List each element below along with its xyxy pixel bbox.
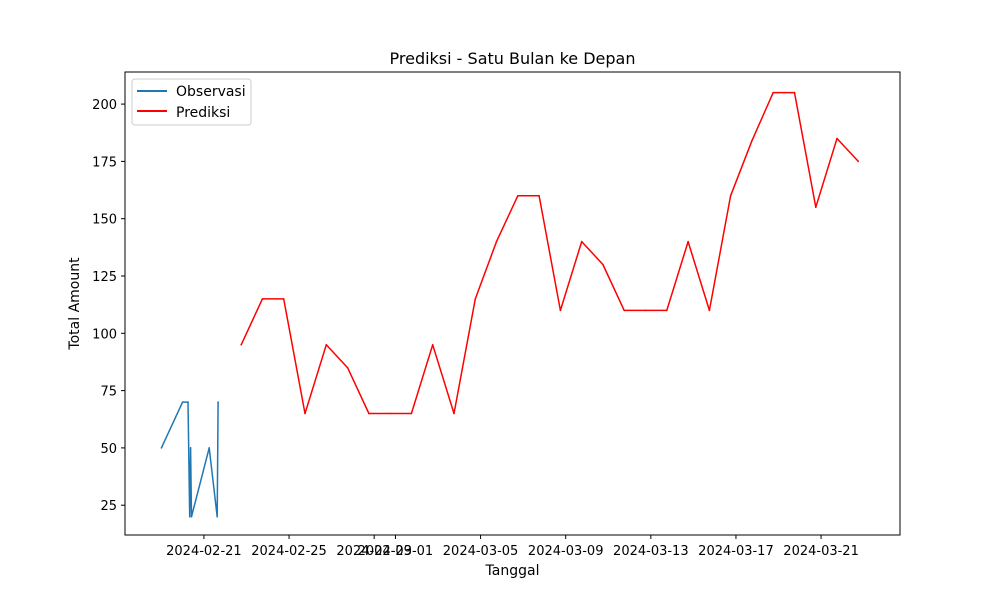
data-point-prediksi-1 — [261, 298, 264, 300]
data-point-observasi-0 — [160, 447, 163, 449]
data-point-prediksi-17 — [602, 263, 604, 266]
data-point-prediksi-27 — [815, 206, 817, 208]
x-tick-label-0: 2024-02-21 — [166, 544, 242, 559]
data-point-prediksi-25 — [772, 91, 774, 94]
y-tick-label-6: 175 — [92, 155, 117, 170]
data-point-observasi-6 — [208, 447, 210, 449]
x-axis: 2024-02-21 2024-02-25 2024-02-292024-03-01… — [166, 535, 859, 559]
data-point-observasi-1 — [181, 401, 184, 403]
data-point-prediksi-22 — [708, 309, 711, 312]
data-point-prediksi-29 — [857, 160, 860, 163]
data-point-prediksi-19 — [644, 309, 647, 312]
y-tick-label-1: 50 — [100, 442, 117, 457]
data-point-prediksi-5 — [346, 366, 349, 369]
data-point-prediksi-28 — [836, 137, 838, 140]
data-point-prediksi-11 — [474, 298, 477, 300]
y-axis-title: Total Amount — [67, 257, 83, 351]
data-point-prediksi-24 — [751, 140, 753, 142]
x-tick-label-7: 2024-03-17 — [698, 544, 774, 559]
data-point-prediksi-26 — [793, 91, 796, 94]
data-point-observasi-8 — [217, 401, 219, 403]
data-point-prediksi-12 — [495, 240, 498, 243]
chart-title: Prediksi - Satu Bulan ke Depan — [390, 49, 636, 68]
data-point-prediksi-6 — [368, 412, 370, 415]
x-tick-label-5: 2024-03-09 — [528, 544, 604, 559]
data-point-prediksi-15 — [559, 309, 562, 312]
data-point-observasi-4 — [189, 447, 192, 449]
y-tick-label-3: 100 — [92, 327, 117, 342]
data-point-prediksi-21 — [687, 240, 689, 243]
legend-label-observasi: Observasi — [176, 84, 246, 100]
y-tick-label-7: 200 — [92, 98, 117, 113]
x-tick-label-1: 2024-02-25 — [251, 544, 327, 559]
data-point-prediksi-8 — [410, 412, 413, 415]
legend-label-prediksi: Prediksi — [176, 105, 230, 121]
x-tick-label-4: 2024-03-05 — [443, 544, 519, 559]
data-point-prediksi-7 — [389, 412, 391, 415]
plot-frame — [124, 71, 901, 536]
data-point-prediksi-16 — [580, 240, 583, 243]
y-tick-label-0: 25 — [100, 499, 117, 514]
y-tick-label-5: 150 — [92, 213, 117, 228]
x-tick-label-3: 2024-03-01 — [358, 544, 434, 559]
legend: Observasi Prediksi — [131, 78, 252, 126]
x-tick-label-8: 2024-03-21 — [783, 544, 859, 559]
data-point-observasi-3 — [188, 515, 191, 518]
y-tick-label-2: 75 — [100, 385, 117, 400]
series-line-prediksi — [240, 91, 859, 415]
y-tick-label-4: 125 — [92, 270, 117, 285]
data-point-prediksi-13 — [517, 195, 519, 197]
data-point-prediksi-9 — [431, 344, 434, 346]
data-point-prediksi-23 — [729, 195, 732, 197]
data-point-prediksi-20 — [666, 309, 668, 312]
data-point-prediksi-2 — [282, 298, 285, 300]
data-point-prediksi-0 — [240, 344, 242, 346]
x-tick-label-2: 2024-02-29 — [336, 544, 412, 559]
data-point-prediksi-14 — [538, 195, 540, 197]
data-point-prediksi-18 — [623, 309, 625, 312]
y-axis: 25 50 75 100 125 150 175 200 — [92, 98, 125, 514]
data-point-prediksi-10 — [453, 412, 455, 415]
data-point-observasi-7 — [216, 515, 218, 518]
data-point-observasi-2 — [187, 401, 189, 403]
data-point-observasi-5 — [190, 515, 193, 518]
data-point-prediksi-4 — [325, 344, 328, 346]
series-layer — [160, 91, 860, 518]
x-axis-title: Tanggal — [485, 563, 540, 579]
data-point-prediksi-3 — [304, 412, 306, 415]
x-tick-label-6: 2024-03-13 — [613, 544, 689, 559]
